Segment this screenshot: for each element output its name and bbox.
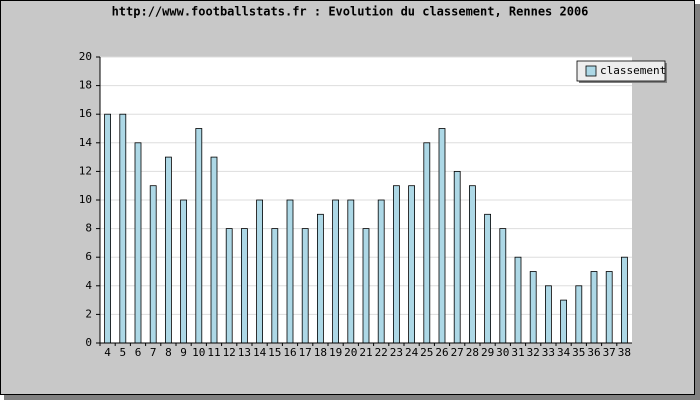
- x-tick-label: 30: [496, 346, 509, 359]
- x-tick-label: 21: [359, 346, 372, 359]
- bar: [271, 228, 279, 344]
- bar: [621, 256, 628, 344]
- bar: [195, 128, 203, 344]
- bar: [164, 156, 172, 344]
- x-tick-label: 16: [283, 346, 296, 359]
- x-tick-label: 14: [253, 346, 267, 359]
- x-tick-label: 25: [420, 346, 433, 359]
- bar: [301, 228, 309, 344]
- bar: [560, 299, 567, 344]
- x-tick-label: 37: [603, 346, 616, 359]
- y-tick-label: 0: [85, 336, 92, 349]
- bar: [332, 199, 340, 344]
- x-tick-label: 13: [238, 346, 251, 359]
- x-tick-label: 17: [299, 346, 312, 359]
- bar: [316, 213, 324, 344]
- bar: [438, 128, 446, 344]
- x-tick-label: 4: [104, 346, 111, 359]
- bar: [180, 199, 188, 344]
- legend-swatch: [585, 65, 597, 77]
- bar: [104, 113, 111, 344]
- x-tick-label: 24: [405, 346, 419, 359]
- x-tick-label: 31: [511, 346, 524, 359]
- y-tick-label: 4: [85, 279, 92, 292]
- y-tick-label: 12: [79, 164, 92, 177]
- bar: [240, 228, 248, 344]
- x-tick-label: 22: [375, 346, 388, 359]
- y-tick-label: 14: [79, 136, 93, 149]
- bar: [392, 185, 400, 344]
- x-tick-label: 27: [451, 346, 464, 359]
- x-tick-label: 29: [481, 346, 494, 359]
- x-tick-label: 23: [390, 346, 403, 359]
- y-tick-label: 18: [79, 79, 92, 92]
- y-tick-label: 8: [85, 222, 92, 235]
- x-tick-label: 8: [165, 346, 172, 359]
- x-tick-label: 12: [223, 346, 236, 359]
- bar: [499, 228, 507, 344]
- bar: [590, 271, 598, 344]
- x-tick-label: 19: [329, 346, 342, 359]
- bar: [225, 228, 233, 344]
- y-tick-label: 10: [79, 193, 92, 206]
- bar: [256, 199, 264, 344]
- x-tick-label: 18: [314, 346, 327, 359]
- x-tick-label: 5: [119, 346, 126, 359]
- legend-label: classement: [600, 64, 666, 77]
- legend-box: [576, 60, 666, 82]
- bar: [423, 142, 431, 344]
- bar: [605, 271, 613, 344]
- x-tick-label: 33: [542, 346, 555, 359]
- bar: [484, 213, 492, 344]
- x-tick-label: 26: [435, 346, 448, 359]
- bar: [545, 285, 552, 344]
- x-tick-label: 10: [192, 346, 205, 359]
- x-tick-label: 35: [572, 346, 585, 359]
- bar: [286, 199, 294, 344]
- bar: [119, 113, 127, 344]
- x-tick-label: 28: [466, 346, 479, 359]
- x-tick-label: 32: [527, 346, 540, 359]
- x-tick-label: 15: [268, 346, 281, 359]
- bar: [529, 271, 537, 344]
- x-tick-label: 6: [135, 346, 142, 359]
- bar: [468, 185, 476, 344]
- bar: [575, 285, 583, 344]
- y-tick-label: 6: [85, 250, 92, 263]
- y-tick-label: 2: [85, 307, 92, 320]
- x-tick-label: 20: [344, 346, 357, 359]
- x-tick-label: 7: [150, 346, 157, 359]
- x-tick-label: 11: [207, 346, 220, 359]
- bar: [514, 256, 522, 344]
- x-tick-label: 34: [557, 346, 571, 359]
- x-tick-label: 36: [587, 346, 600, 359]
- bar: [134, 142, 142, 344]
- y-tick-label: 16: [79, 107, 92, 120]
- y-tick-label: 20: [79, 50, 92, 63]
- bar: [149, 185, 157, 344]
- x-tick-label: 9: [180, 346, 187, 359]
- bar: [377, 199, 385, 344]
- chart-title: http://www.footballstats.fr : Evolution …: [112, 5, 589, 19]
- bar: [347, 199, 355, 344]
- bar: [362, 228, 370, 344]
- bar: [453, 170, 461, 344]
- bar: [408, 185, 416, 344]
- x-tick-label: 38: [618, 346, 631, 359]
- bar: [210, 156, 218, 344]
